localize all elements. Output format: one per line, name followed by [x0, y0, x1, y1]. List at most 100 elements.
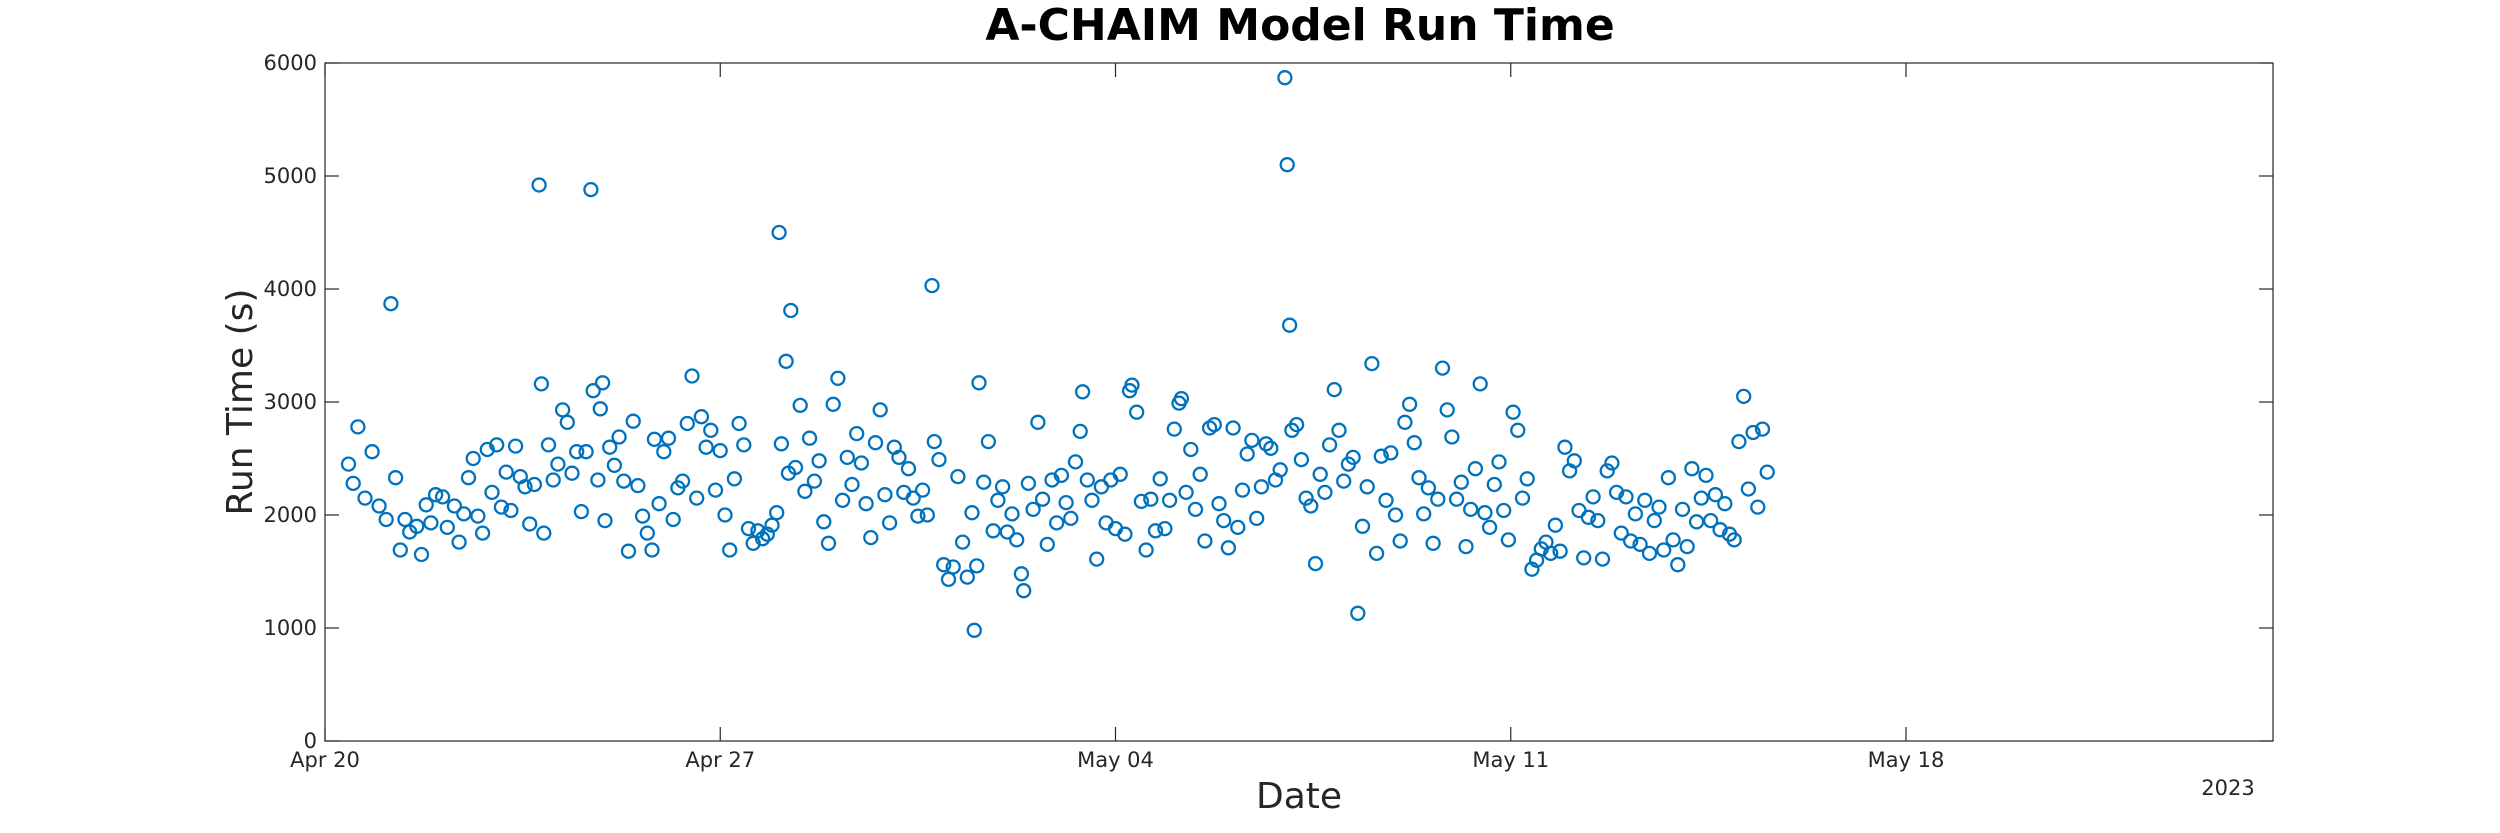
- data-point: [1124, 377, 1140, 393]
- data-point: [698, 439, 714, 455]
- data-point: [550, 456, 566, 472]
- data-point: [881, 515, 898, 531]
- data-point: [717, 507, 733, 523]
- data-point: [1192, 466, 1208, 482]
- data-point: [936, 557, 952, 573]
- data-point: [1439, 402, 1455, 418]
- data-point: [900, 461, 917, 477]
- data-point: [1434, 360, 1451, 376]
- data-point: [378, 511, 394, 528]
- data-point: [1467, 461, 1484, 477]
- data-point: [383, 296, 399, 312]
- data-point: [839, 449, 855, 466]
- data-point: [1133, 493, 1150, 510]
- data-point: [1178, 484, 1194, 501]
- data-point: [1249, 510, 1265, 527]
- data-point: [926, 433, 942, 450]
- data-point: [1004, 506, 1020, 522]
- data-point: [1373, 448, 1389, 464]
- data-point: [634, 508, 651, 524]
- data-point: [750, 523, 766, 539]
- data-point: [465, 450, 481, 467]
- data-point: [1211, 496, 1227, 512]
- data-point: [1173, 390, 1190, 407]
- data-point: [1576, 550, 1592, 566]
- data-point: [474, 525, 491, 541]
- data-point: [731, 415, 747, 432]
- y-tick-label: 3000: [264, 390, 317, 414]
- x-axis-label: Date: [1256, 776, 1342, 817]
- data-point: [590, 472, 606, 488]
- data-point: [1258, 436, 1274, 452]
- data-point: [877, 487, 893, 503]
- data-point: [891, 449, 907, 466]
- data-point: [905, 490, 921, 506]
- data-point: [1717, 496, 1733, 512]
- data-point: [1321, 437, 1338, 453]
- x-tick-label: May 04: [1077, 748, 1154, 772]
- data-point: [1187, 501, 1204, 518]
- data-point: [1726, 532, 1742, 548]
- data-point: [1307, 555, 1324, 572]
- data-point: [1698, 467, 1714, 484]
- data-point: [931, 451, 947, 468]
- data-point: [592, 401, 608, 417]
- data-point: [1072, 423, 1088, 440]
- data-point: [1420, 480, 1437, 496]
- data-point: [1519, 471, 1535, 487]
- data-point: [924, 277, 940, 294]
- data-point: [531, 177, 547, 193]
- data-point: [1731, 433, 1747, 450]
- data-point: [1288, 416, 1305, 433]
- data-point: [1472, 376, 1488, 392]
- data-point: [1197, 533, 1213, 549]
- data-point: [1298, 490, 1314, 506]
- data-point: [1312, 466, 1328, 482]
- data-point: [712, 442, 728, 459]
- data-point: [1317, 484, 1333, 501]
- data-point: [806, 473, 823, 489]
- data-point: [1448, 491, 1465, 507]
- data-point: [1599, 463, 1615, 479]
- data-point: [1025, 501, 1041, 518]
- data-point: [1345, 449, 1361, 466]
- y-tick-label: 5000: [264, 164, 317, 188]
- data-point: [820, 535, 837, 551]
- data-point: [980, 433, 997, 450]
- data-point: [1244, 432, 1260, 449]
- data-point: [644, 542, 660, 558]
- data-point: [1303, 498, 1319, 514]
- data-point: [863, 529, 879, 546]
- data-point: [536, 525, 552, 541]
- data-point: [1138, 542, 1154, 558]
- data-point: [1206, 416, 1222, 433]
- data-point: [964, 505, 980, 521]
- data-point: [1514, 490, 1531, 506]
- data-point: [1279, 157, 1295, 173]
- data-point: [434, 489, 451, 505]
- data-point: [1571, 502, 1587, 519]
- data-point: [759, 526, 775, 542]
- year-label: 2023: [2201, 776, 2254, 800]
- data-point: [1147, 523, 1164, 539]
- data-point: [1750, 499, 1766, 515]
- data-point: [1387, 507, 1404, 523]
- data-point: [357, 490, 373, 506]
- data-point: [602, 439, 618, 455]
- data-point: [616, 473, 632, 489]
- data-point: [1326, 381, 1342, 398]
- data-point: [797, 483, 813, 499]
- data-point: [1627, 506, 1644, 522]
- data-point: [1074, 384, 1091, 400]
- data-point: [910, 508, 926, 524]
- data-point: [470, 508, 486, 524]
- data-point: [703, 422, 719, 438]
- data-point: [1020, 475, 1037, 492]
- data-point: [1660, 470, 1677, 486]
- data-point: [1646, 512, 1662, 529]
- data-point: [371, 498, 387, 514]
- data-point: [418, 497, 434, 513]
- data-point: [625, 413, 641, 429]
- data-point: [392, 542, 408, 558]
- data-point: [674, 473, 691, 489]
